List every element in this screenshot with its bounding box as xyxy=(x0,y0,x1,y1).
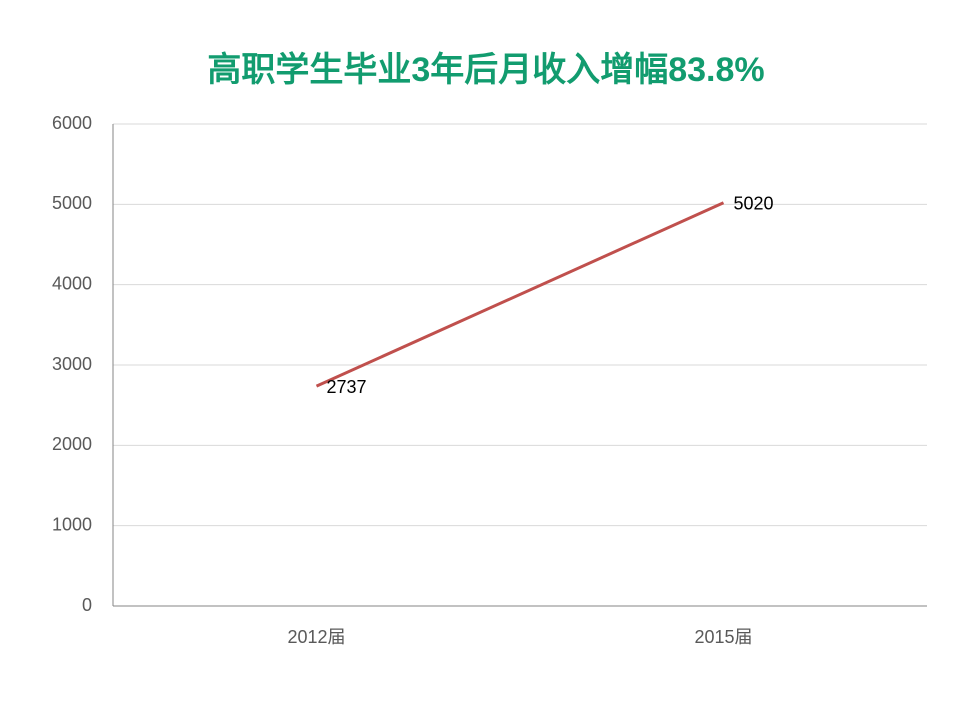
y-tick-label: 5000 xyxy=(52,193,92,213)
y-tick-label: 2000 xyxy=(52,434,92,454)
y-tick-label: 1000 xyxy=(52,514,92,534)
y-tick-label: 6000 xyxy=(52,113,92,133)
data-label: 2737 xyxy=(327,377,367,397)
y-tick-label: 0 xyxy=(82,595,92,615)
y-tick-label: 4000 xyxy=(52,273,92,293)
chart-title: 高职学生毕业3年后月收入增幅83.8% xyxy=(207,50,764,89)
line xyxy=(315,201,725,388)
x-tick-label: 2012届 xyxy=(287,627,345,647)
y-tick-label: 3000 xyxy=(52,354,92,374)
x-tick-label: 2015届 xyxy=(694,627,752,647)
data-label: 5020 xyxy=(734,193,774,213)
